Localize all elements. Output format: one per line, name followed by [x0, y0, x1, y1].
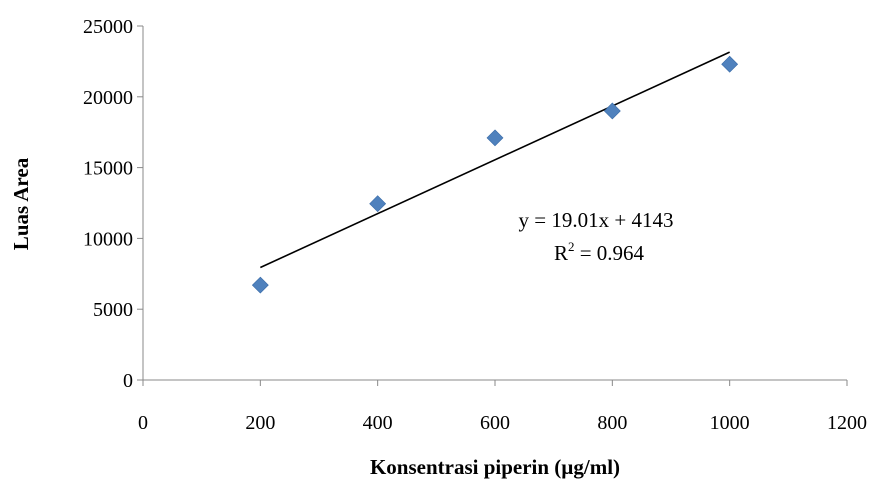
y-tick-label: 15000: [83, 158, 133, 180]
data-point: [251, 276, 269, 294]
y-tick-label: 25000: [83, 16, 133, 38]
x-tick-label: 800: [597, 412, 627, 434]
x-tick-label: 1200: [827, 412, 867, 434]
x-axis-title: Konsentrasi piperin (µg/ml): [370, 455, 620, 479]
x-tick-label: 600: [480, 412, 510, 434]
x-tick-label: 0: [138, 412, 148, 434]
y-axis-ticks: 0 5000 10000 15000 20000 25000: [83, 16, 143, 392]
y-tick-label: 0: [123, 370, 133, 392]
equation-label: y = 19.01x + 4143: [519, 208, 674, 232]
x-tick-label: 400: [363, 412, 393, 434]
data-point: [369, 195, 387, 213]
data-point: [603, 102, 621, 120]
r-squared-superscript: 2: [568, 239, 575, 254]
y-tick-label: 20000: [83, 87, 133, 109]
y-tick-label: 10000: [83, 228, 133, 250]
x-tick-label: 200: [245, 412, 275, 434]
x-tick-label: 1000: [710, 412, 750, 434]
r-squared-prefix: R: [554, 241, 568, 265]
r-squared-label: R2 = 0.964: [554, 239, 645, 265]
r-squared-value: = 0.964: [574, 241, 644, 265]
trendline: [259, 51, 731, 269]
data-points: [251, 55, 739, 294]
data-point: [721, 55, 739, 73]
x-axis-ticks: 0 200 400 600 800 1000 1200: [138, 380, 867, 434]
y-tick-label: 5000: [93, 299, 133, 321]
y-axis-title: Luas Area: [9, 157, 33, 250]
data-point: [486, 129, 504, 147]
